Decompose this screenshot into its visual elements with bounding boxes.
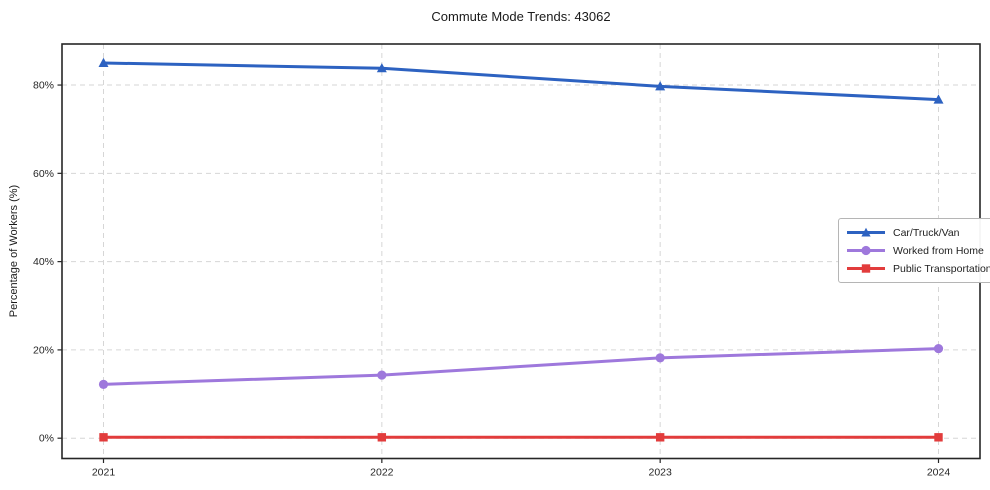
legend-item: Public Transportation	[846, 261, 990, 276]
y-tick-label: 40%	[33, 256, 54, 268]
x-tick-label: 2021	[92, 467, 116, 479]
data-point-marker	[376, 63, 387, 73]
legend-marker-sample	[847, 245, 885, 256]
legend-marker-sample	[847, 264, 885, 273]
y-tick-label: 0%	[39, 433, 54, 445]
y-tick-label: 80%	[33, 80, 54, 92]
chart-title: Commute Mode Trends: 43062	[431, 9, 611, 24]
data-point-marker	[99, 433, 108, 442]
x-tick-label: 2024	[927, 467, 951, 479]
data-point-marker	[934, 433, 943, 442]
legend-label: Car/Truck/Van	[893, 226, 960, 239]
x-tick-label: 2022	[370, 467, 394, 479]
data-point-marker	[98, 379, 109, 389]
data-point-marker	[377, 433, 387, 442]
legend-label: Public Transportation	[893, 262, 990, 275]
x-tick-label: 2023	[648, 467, 672, 479]
data-point-marker	[655, 353, 665, 363]
legend-label: Worked from Home	[893, 244, 984, 257]
y-tick-label: 20%	[33, 344, 54, 356]
data-point-marker	[655, 433, 665, 442]
data-point-marker	[655, 81, 666, 91]
legend-item: Car/Truck/Van	[846, 225, 990, 240]
legend-item: Worked from Home	[846, 243, 990, 258]
data-point-marker	[933, 343, 944, 354]
data-point-marker	[377, 370, 387, 380]
data-point-marker	[98, 57, 109, 67]
series-line	[102, 61, 940, 102]
legend: Car/Truck/Van Worked from Home Public Tran…	[838, 218, 990, 283]
legend-marker-sample	[847, 227, 885, 237]
series-line	[102, 347, 940, 386]
data-point-marker	[933, 94, 944, 104]
y-tick-label: 60%	[33, 168, 54, 180]
